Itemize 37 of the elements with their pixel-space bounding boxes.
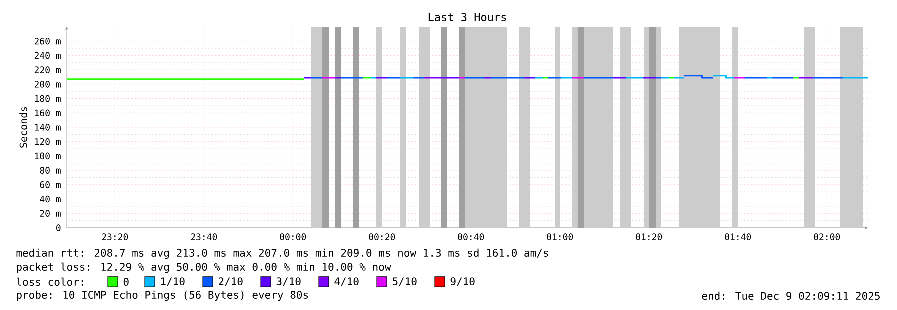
y-tick-label: 100 m	[35, 152, 61, 160]
y-axis-title: Seconds	[20, 107, 28, 148]
y-tick-label: 200 m	[34, 81, 61, 88]
text: median rtt: 208.7 ms avg 213.0 ms max 207.0 ms min 209.0 ms now 1.3 ms sd 161.0 am/s	[16, 248, 548, 260]
x-tick-label: 01:20	[636, 234, 662, 240]
text: probe: 10 ICMP Echo Pings (56 Bytes) every 80s	[17, 290, 308, 302]
legend-label: 3/10	[276, 278, 301, 286]
x-tick-label: 23:20	[102, 234, 128, 240]
legend-title: loss color:	[17, 278, 84, 286]
legend-label: 1/10	[161, 278, 185, 286]
legend-label: 4/10	[334, 278, 359, 286]
y-tick-label: 40 m	[40, 196, 61, 203]
text: packet loss: 12.29 % avg 50.00 % max 0.00 % min 10.00 % now	[17, 262, 392, 274]
x-tick-label: 01:00	[547, 234, 574, 240]
x-tick-label: 00:20	[369, 234, 396, 240]
y-tick-label: 80 m	[40, 167, 61, 174]
chart-title: Last 3 Hours	[428, 13, 506, 22]
y-tick-label: 0	[56, 224, 61, 232]
y-tick-label: 220 m	[34, 66, 61, 74]
legend-label: 0	[124, 278, 129, 286]
legend-label: 5/10	[392, 278, 417, 286]
legend-label: 9/10	[450, 278, 475, 286]
x-tick-label: 01:40	[725, 234, 752, 240]
x-tick-label: 00:00	[280, 234, 306, 240]
text: end: Tue Dec 9 02:09:11 2025	[702, 292, 880, 300]
y-tick-label: 140 m	[35, 124, 61, 131]
y-tick-label: 240 m	[34, 52, 61, 60]
y-tick-label: 160 m	[35, 110, 61, 117]
y-tick-label: 20 m	[40, 210, 61, 218]
x-tick-label: 02:00	[814, 234, 840, 240]
y-tick-label: 60 m	[40, 182, 61, 188]
x-tick-label: 00:40	[458, 234, 484, 240]
y-tick-label: 120 m	[35, 138, 61, 146]
legend-label: 2/10	[218, 278, 243, 286]
y-tick-label: 180 m	[35, 95, 61, 102]
x-tick-label: 23:40	[191, 234, 218, 240]
y-tick-label: 260 m	[34, 38, 61, 45]
